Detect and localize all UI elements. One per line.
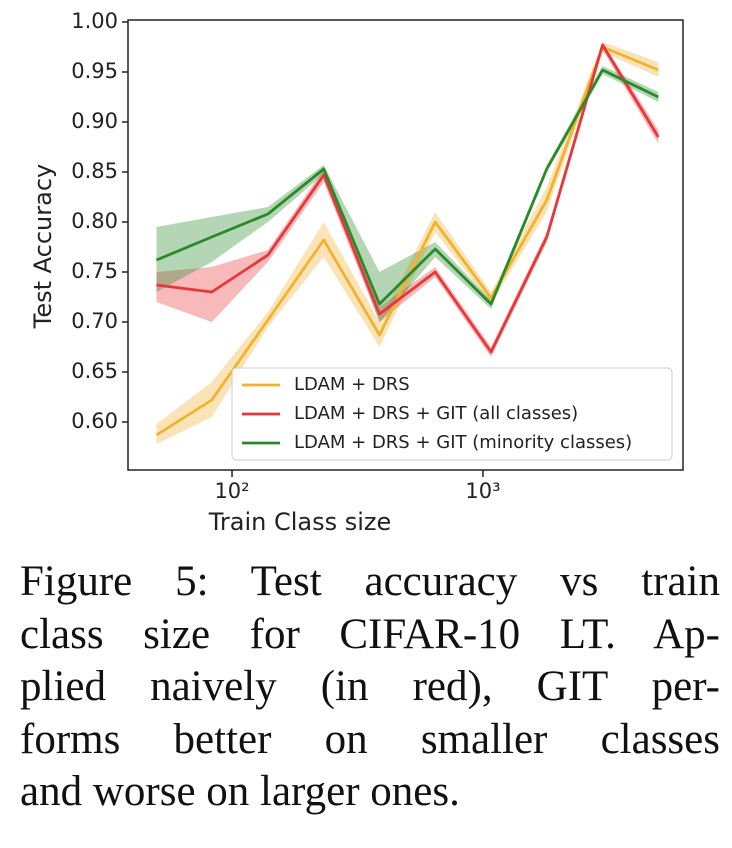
confidence-band bbox=[156, 66, 659, 322]
series-line bbox=[155, 45, 659, 437]
y-tick-label: 0.60 bbox=[71, 409, 118, 433]
y-tick-label: 0.65 bbox=[71, 359, 118, 383]
legend-label: LDAM + DRS + GIT (minority classes) bbox=[294, 432, 632, 453]
legend-label: LDAM + DRS + GIT (all classes) bbox=[294, 403, 578, 424]
legend: LDAM + DRS LDAM + DRS + GIT (all classes)… bbox=[231, 367, 673, 461]
y-tick-label: 0.85 bbox=[71, 159, 118, 183]
y-axis-label: Test Accuracy bbox=[29, 164, 57, 329]
series-line bbox=[155, 68, 659, 306]
series-line bbox=[156, 43, 660, 354]
confidence-band bbox=[156, 42, 659, 357]
y-tick-label: 0.80 bbox=[71, 209, 118, 233]
chart: Train Class size Test Accuracy 0.60 0.65 0… bbox=[29, 9, 684, 536]
caption-line: and worse on larger ones. bbox=[20, 768, 460, 815]
y-tick-label: 0.95 bbox=[71, 59, 118, 83]
caption-line: plied naively (in red), GIT per- bbox=[20, 663, 720, 710]
legend-box bbox=[231, 367, 673, 461]
y-tick-label: 0.70 bbox=[71, 309, 118, 333]
caption-line: Figure 5: Test accuracy vs train bbox=[20, 558, 720, 605]
caption-line: forms better on smaller classes bbox=[20, 715, 720, 763]
caption-line: class size for CIFAR-10 LT. Ap- bbox=[20, 610, 720, 658]
x-tick-label: 10³ bbox=[465, 479, 500, 503]
y-tick-label: 0.75 bbox=[71, 259, 118, 283]
legend-label: LDAM + DRS bbox=[294, 374, 410, 395]
x-axis-label: Train Class size bbox=[208, 508, 392, 536]
plot-frame bbox=[127, 19, 684, 471]
caption: Figure 5: Test accuracy vs train class si… bbox=[20, 556, 720, 819]
x-tick-label: 10² bbox=[214, 479, 249, 503]
y-tick-label: 1.00 bbox=[71, 9, 118, 33]
y-tick-label: 0.90 bbox=[71, 109, 118, 133]
